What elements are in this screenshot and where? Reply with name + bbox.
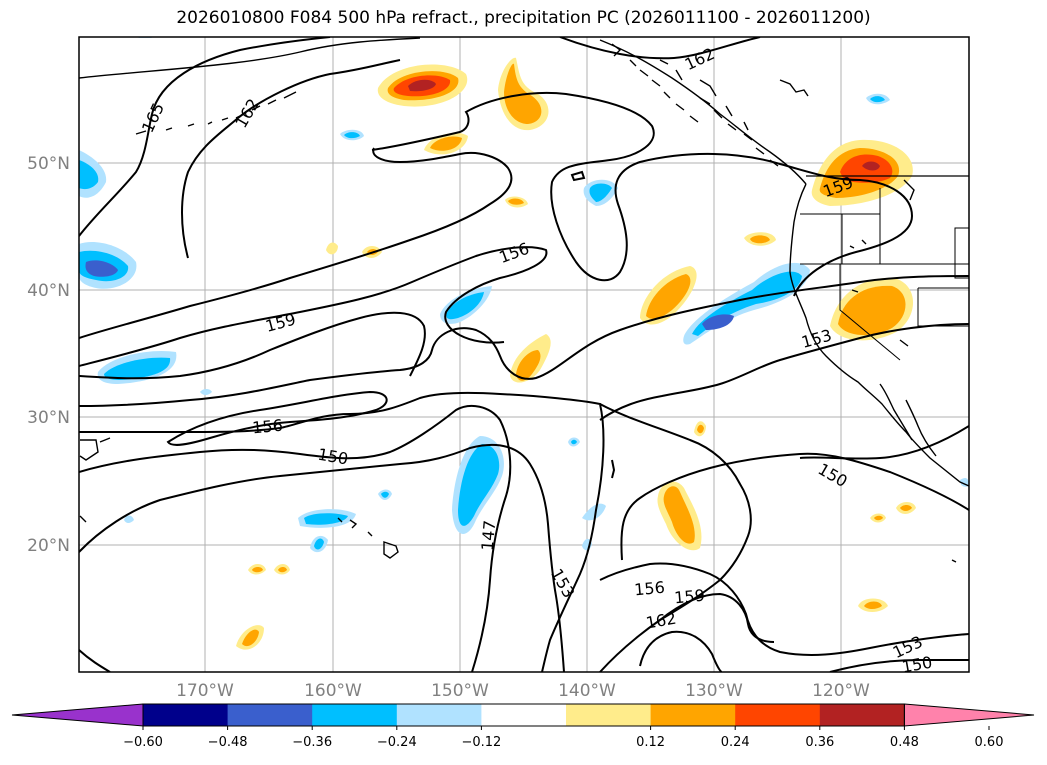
contour-label: 156 — [633, 578, 665, 600]
colorbar-segment — [819, 704, 905, 726]
colorbar-outline — [142, 703, 905, 727]
colorbar-segment — [735, 704, 821, 726]
map-title: 2026010800 F084 500 hPa refract., precip… — [176, 8, 871, 28]
contour-162-west — [181, 59, 401, 259]
contour-label: 147 — [478, 519, 500, 551]
contour-159 — [79, 246, 548, 367]
lon-label: 160°W — [304, 681, 362, 701]
colorbar-tick-label: −0.24 — [377, 735, 417, 750]
contour-label: 150 — [316, 445, 349, 469]
contour-label: 159 — [673, 586, 705, 608]
colorbar-tick-label: −0.60 — [123, 735, 163, 750]
colorbar: −0.60 −0.48 −0.36 −0.24 −0.12 0.12 0.24 0.36 0.4… — [11, 703, 1035, 750]
colorbar-tick-label: 0.60 — [975, 735, 1004, 750]
contour-label: 162 — [231, 95, 263, 131]
contour-153-south — [79, 443, 565, 672]
lon-label: 150°W — [431, 681, 489, 701]
colorbar-segment — [650, 704, 736, 726]
lon-label: 140°W — [558, 681, 616, 701]
north-america-west-coast — [789, 183, 969, 487]
colorbar-segment — [143, 704, 229, 726]
contour-label: 165 — [138, 100, 168, 136]
latitude-labels: 50°N 40°N 30°N 20°N — [27, 154, 70, 556]
colorbar-tick-label: 0.24 — [721, 735, 750, 750]
colorbar-tick-label: 0.48 — [890, 735, 919, 750]
lon-label: 120°W — [812, 681, 870, 701]
colorbar-segment — [396, 704, 482, 726]
colorbar-tick-label: −0.36 — [292, 735, 332, 750]
colorbar-segment — [481, 704, 567, 726]
contour-label: 153 — [799, 326, 833, 352]
colorbar-extend-low — [11, 703, 144, 727]
contour-label: 150 — [815, 459, 851, 491]
colorbar-segment — [566, 704, 652, 726]
contour-150-east — [599, 403, 752, 672]
colorbar-tick-label: −0.48 — [208, 735, 248, 750]
lon-label: 130°W — [685, 681, 743, 701]
colorbar-segment — [227, 704, 313, 726]
contour-153-main — [79, 275, 969, 407]
coastlines — [79, 37, 969, 563]
contour-156 — [79, 147, 513, 339]
contour-165 — [79, 37, 331, 237]
contour-label: 162 — [644, 609, 677, 633]
positive-anomaly-patches — [236, 57, 916, 650]
contour-label: 156 — [497, 239, 532, 267]
lat-label: 30°N — [27, 408, 70, 428]
contour-159-loop — [371, 91, 914, 297]
colorbar-tick-label: 0.36 — [805, 735, 834, 750]
lon-label: 170°W — [176, 681, 234, 701]
contour-150 — [79, 391, 605, 672]
colorbar-extend-high — [903, 703, 1035, 727]
contour-159-south — [659, 592, 775, 643]
contour-label: 162 — [682, 44, 718, 74]
refractivity-contours — [79, 37, 969, 672]
contour-label: 159 — [263, 310, 297, 336]
colorbar-segment — [312, 704, 398, 726]
contour-156-loop — [166, 390, 388, 446]
contour-label: 150 — [900, 653, 933, 677]
hawaii-islands — [337, 517, 399, 559]
contour-147 — [79, 404, 512, 672]
contour-162-south — [639, 630, 723, 672]
alaska-coast — [79, 37, 807, 185]
contour-label: 156 — [251, 416, 283, 438]
colorbar-tick-label: 0.12 — [636, 735, 665, 750]
map-area: 165 162 162 156 159 159 153 156 150 147 … — [79, 37, 969, 677]
lat-label: 20°N — [27, 536, 70, 556]
contour-162-east — [559, 37, 761, 60]
lat-label: 50°N — [27, 154, 70, 174]
longitude-labels: 170°W 160°W 150°W 140°W 130°W 120°W — [176, 681, 870, 701]
map-frame — [78, 36, 970, 673]
lat-label: 40°N — [27, 281, 70, 301]
colorbar-tick-label: −0.12 — [461, 735, 501, 750]
contour-156-south — [599, 562, 969, 656]
